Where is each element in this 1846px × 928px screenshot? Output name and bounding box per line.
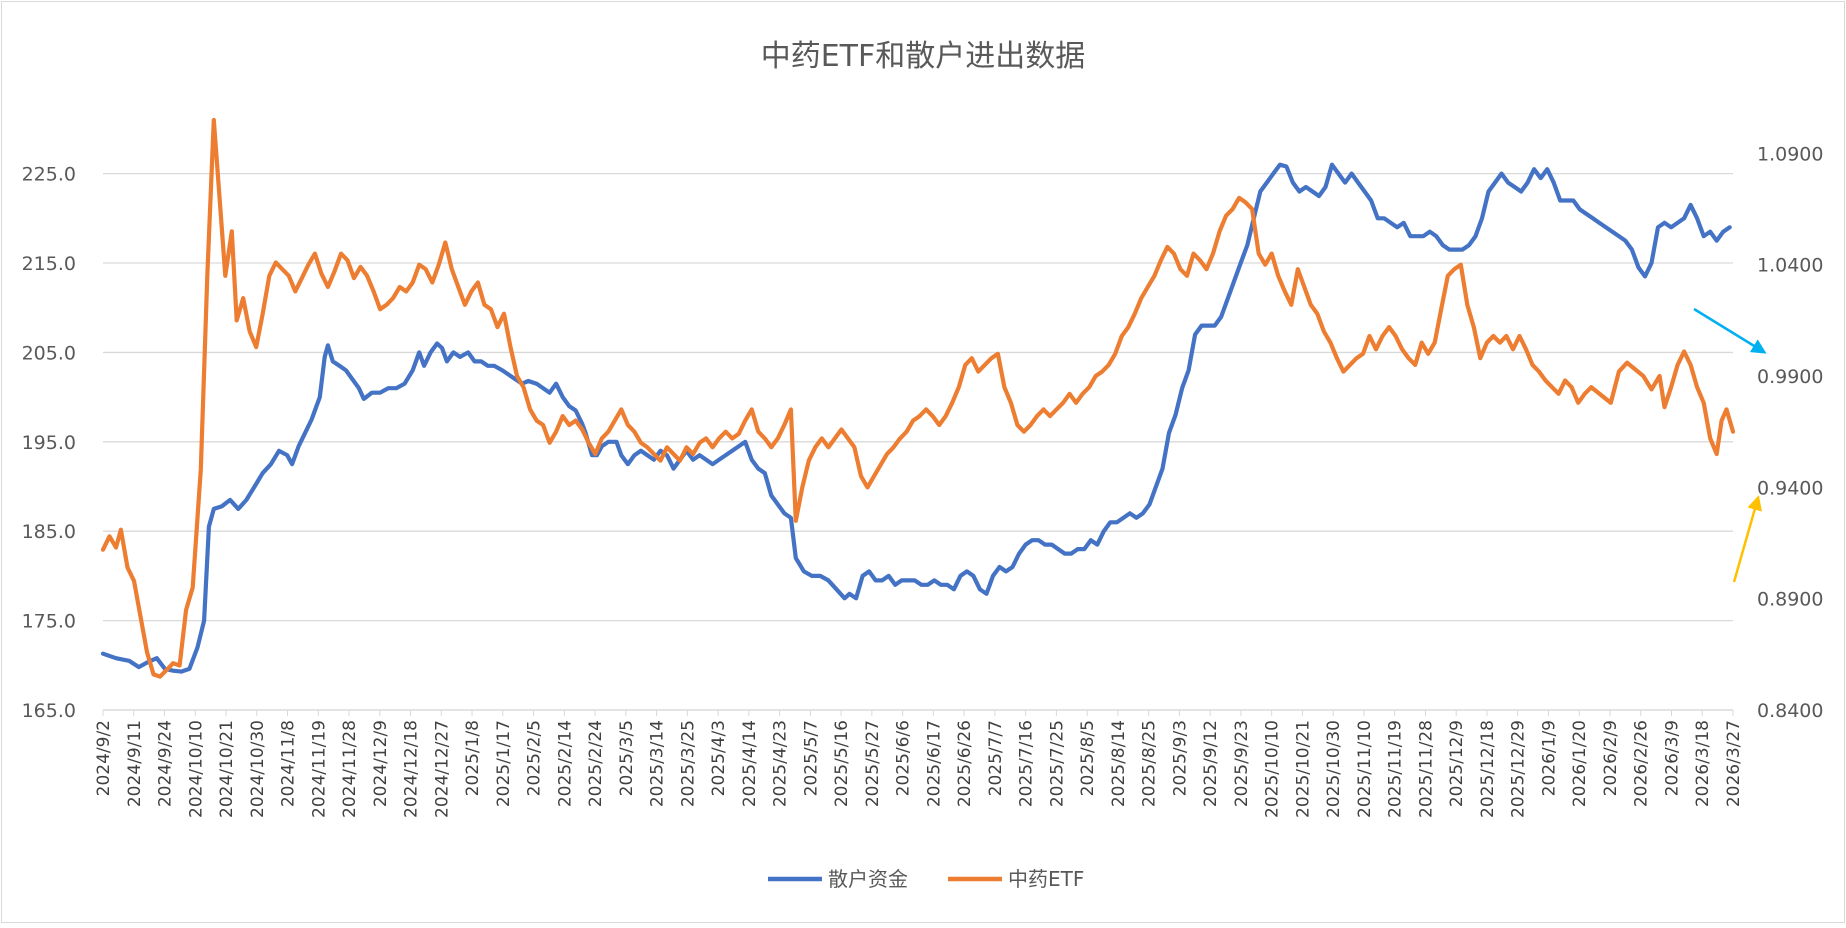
chart-title: 中药ETF和散户进出数据	[761, 39, 1086, 74]
x-tick-label: 2025/12/29	[1509, 720, 1529, 818]
x-tick-label: 2025/11/19	[1386, 720, 1406, 818]
trend-arrows	[1693, 307, 1767, 583]
x-tick-label: 2025/4/23	[771, 720, 791, 807]
left-tick-label: 185.0	[22, 521, 76, 543]
x-tick-label: 2024/9/11	[125, 720, 145, 807]
series-line-中药ETF	[100, 117, 1736, 679]
x-tick-label: 2025/9/3	[1170, 720, 1190, 796]
legend: 散户资金 中药ETF	[768, 867, 1084, 891]
x-tick-label: 2025/8/25	[1140, 720, 1160, 807]
x-tick-label: 2025/2/14	[555, 720, 575, 807]
x-tick-label: 2025/10/21	[1293, 720, 1313, 818]
x-tick-label: 2025/4/14	[740, 720, 760, 807]
x-tick-label: 2025/6/17	[924, 720, 944, 807]
x-tick-label: 2025/8/5	[1078, 720, 1098, 796]
x-tick-label: 2025/1/17	[494, 720, 514, 807]
x-tick-label: 2025/3/25	[678, 720, 698, 807]
right-tick-label: 0.8900	[1757, 589, 1823, 611]
x-tick-label: 2026/3/9	[1662, 720, 1682, 796]
x-tick-label: 2025/11/10	[1355, 720, 1375, 818]
x-tick-label: 2025/11/28	[1416, 720, 1436, 818]
x-tick-label: 2026/3/27	[1724, 720, 1744, 807]
x-tick-label: 2024/10/10	[186, 720, 206, 818]
x-tick-label: 2024/10/21	[217, 720, 237, 818]
x-tick-label: 2025/7/25	[1047, 720, 1067, 807]
x-tick-label: 2025/9/12	[1201, 720, 1221, 807]
x-tick-label: 2024/12/9	[371, 720, 391, 807]
right-tick-label: 0.9400	[1757, 477, 1823, 499]
x-tick-label: 2026/1/20	[1570, 720, 1590, 807]
x-axis-ticks: 2024/9/2 2024/9/11 2024/9/24 2024/10/10 2024…	[94, 709, 1744, 818]
x-tick-label: 2024/12/18	[402, 720, 422, 818]
legend-label: 中药ETF	[1008, 867, 1084, 891]
x-tick-label: 2025/6/26	[955, 720, 975, 807]
x-tick-label: 2025/9/23	[1232, 720, 1252, 807]
right-tick-label: 0.9900	[1757, 366, 1823, 388]
x-tick-label: 2024/11/19	[309, 720, 329, 818]
up-trend-arrow	[1732, 495, 1762, 583]
x-tick-label: 2024/11/8	[279, 720, 299, 807]
x-tick-label: 2026/3/18	[1693, 720, 1713, 807]
left-tick-label: 205.0	[22, 342, 76, 364]
x-tick-label: 2025/3/14	[648, 720, 668, 807]
left-tick-label: 165.0	[22, 700, 76, 722]
x-tick-label: 2025/12/18	[1478, 720, 1498, 818]
x-tick-label: 2024/10/30	[248, 720, 268, 818]
x-tick-label: 2025/7/16	[1017, 720, 1037, 807]
x-tick-label: 2025/5/16	[832, 720, 852, 807]
x-tick-label: 2024/11/28	[340, 720, 360, 818]
left-tick-label: 215.0	[22, 253, 76, 275]
x-tick-label: 2025/5/27	[863, 720, 883, 807]
x-tick-label: 2025/4/3	[709, 720, 729, 796]
left-tick-label: 225.0	[22, 164, 76, 186]
series-lines	[100, 117, 1736, 679]
x-tick-label: 2025/3/5	[617, 720, 637, 796]
x-tick-label: 2025/2/24	[586, 720, 606, 807]
left-tick-label: 195.0	[22, 432, 76, 454]
x-tick-label: 2025/12/9	[1447, 720, 1467, 807]
left-tick-label: 175.0	[22, 611, 76, 633]
right-axis-ticks: 1.0900 1.0400 0.9900 0.9400 0.8900 0.8400	[1757, 143, 1823, 722]
x-tick-label: 2025/10/10	[1263, 720, 1283, 818]
legend-label: 散户资金	[828, 867, 908, 891]
x-tick-label: 2025/1/8	[463, 720, 483, 796]
x-tick-label: 2024/9/24	[156, 720, 176, 807]
x-tick-label: 2026/2/26	[1632, 720, 1652, 807]
right-tick-label: 1.0400	[1757, 255, 1823, 277]
left-axis-ticks: 225.0 215.0 205.0 195.0 185.0 175.0 165.0	[22, 164, 76, 722]
x-tick-label: 2025/2/5	[525, 720, 545, 796]
x-tick-label: 2025/6/6	[894, 720, 914, 796]
x-tick-label: 2026/1/9	[1539, 720, 1559, 796]
x-tick-label: 2025/10/30	[1324, 720, 1344, 818]
x-tick-label: 2026/2/9	[1601, 720, 1621, 796]
x-tick-label: 2024/9/2	[94, 720, 114, 796]
down-trend-arrow	[1693, 307, 1767, 354]
right-tick-label: 1.0900	[1757, 143, 1823, 165]
x-tick-label: 2025/5/7	[801, 720, 821, 796]
series-line-散户资金	[100, 162, 1732, 674]
x-tick-label: 2025/8/14	[1109, 720, 1129, 807]
right-tick-label: 0.8400	[1757, 700, 1823, 722]
x-tick-label: 2024/12/27	[432, 720, 452, 818]
x-tick-label: 2025/7/7	[986, 720, 1006, 796]
